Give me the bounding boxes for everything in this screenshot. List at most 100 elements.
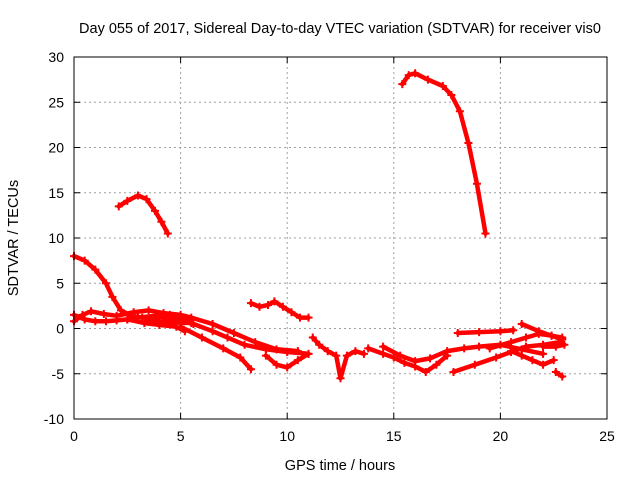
data-point [336, 374, 345, 383]
data-point [323, 347, 332, 356]
data-point [144, 306, 153, 315]
data-point [379, 349, 388, 358]
x-tick-label: 5 [177, 428, 185, 444]
data-point [304, 313, 313, 322]
data-point [470, 360, 479, 369]
data-point [521, 342, 530, 351]
data-point [187, 319, 196, 328]
data-point [112, 311, 121, 320]
data-point [560, 340, 569, 349]
data-point [278, 302, 287, 311]
data-point [180, 327, 189, 336]
data-point [539, 342, 548, 351]
data-point [261, 351, 270, 360]
series-track-14 [455, 328, 516, 336]
data-point [460, 344, 469, 353]
data-point [163, 229, 172, 238]
data-point [172, 322, 181, 331]
data-point [485, 344, 494, 353]
x-tick-label: 20 [493, 428, 509, 444]
data-point [78, 310, 87, 319]
x-tick-label: 15 [386, 428, 402, 444]
data-point [283, 363, 292, 372]
data-point [534, 327, 543, 336]
data-point [155, 320, 164, 329]
data-point [151, 206, 160, 215]
data-point [389, 353, 398, 362]
data-point [342, 351, 351, 360]
data-point [87, 307, 96, 316]
data-point [447, 91, 456, 100]
data-point [496, 327, 505, 336]
series-track-12 [380, 342, 546, 364]
data-point [255, 302, 264, 311]
data-point [475, 328, 484, 337]
data-point [159, 309, 168, 318]
data-point [91, 317, 100, 326]
data-point [517, 351, 526, 360]
data-point [101, 317, 110, 326]
data-point [359, 349, 368, 358]
y-tick-label: 10 [48, 230, 64, 246]
data-point [351, 347, 360, 356]
data-point [475, 342, 484, 351]
data-point [404, 71, 413, 80]
y-tick-label: -10 [44, 411, 64, 427]
data-point [80, 256, 89, 265]
data-point [411, 69, 420, 78]
data-point [558, 333, 567, 342]
axis-ticks [73, 56, 608, 420]
x-tick-label: 25 [599, 428, 615, 444]
data-point [246, 299, 255, 308]
series-track-17 [519, 321, 565, 340]
data-point [208, 327, 217, 336]
data-point [443, 347, 452, 356]
data-point [423, 75, 432, 84]
data-point [157, 217, 166, 226]
data-point [507, 338, 516, 347]
data-series [70, 69, 569, 383]
x-axis-label: GPS time / hours [285, 458, 395, 474]
data-point [517, 319, 526, 328]
y-tick-label: 15 [48, 185, 64, 201]
data-point [426, 354, 435, 363]
y-tick-label: -5 [52, 366, 65, 382]
y-axis-label: SDTVAR / TECUs [6, 180, 22, 296]
y-tick-label: 0 [56, 321, 64, 337]
data-point [80, 315, 89, 324]
data-point [521, 333, 530, 342]
data-point [251, 338, 260, 347]
data-point [507, 347, 516, 356]
data-point [123, 315, 132, 324]
data-point [411, 357, 420, 366]
data-point [229, 329, 238, 338]
data-point [364, 344, 373, 353]
data-point [272, 360, 281, 369]
data-point [453, 329, 462, 338]
data-point [101, 279, 110, 288]
data-point [142, 195, 151, 204]
data-point [99, 310, 108, 319]
data-point [539, 349, 548, 358]
data-point [295, 313, 304, 322]
data-point [396, 351, 405, 360]
data-point [528, 356, 537, 365]
data-point [246, 365, 255, 374]
x-tick-labels: 0 5 10 15 20 25 [70, 428, 615, 444]
data-point [421, 367, 430, 376]
data-point [539, 360, 548, 369]
data-point [449, 367, 458, 376]
data-point [455, 107, 464, 116]
data-point [379, 342, 388, 351]
data-point [509, 326, 518, 335]
data-point [315, 340, 324, 349]
y-tick-label: 20 [48, 140, 64, 156]
data-point [133, 191, 142, 200]
data-point [304, 349, 313, 358]
data-point [472, 179, 481, 188]
data-point [432, 360, 441, 369]
data-point [223, 333, 232, 342]
data-point [197, 333, 206, 342]
